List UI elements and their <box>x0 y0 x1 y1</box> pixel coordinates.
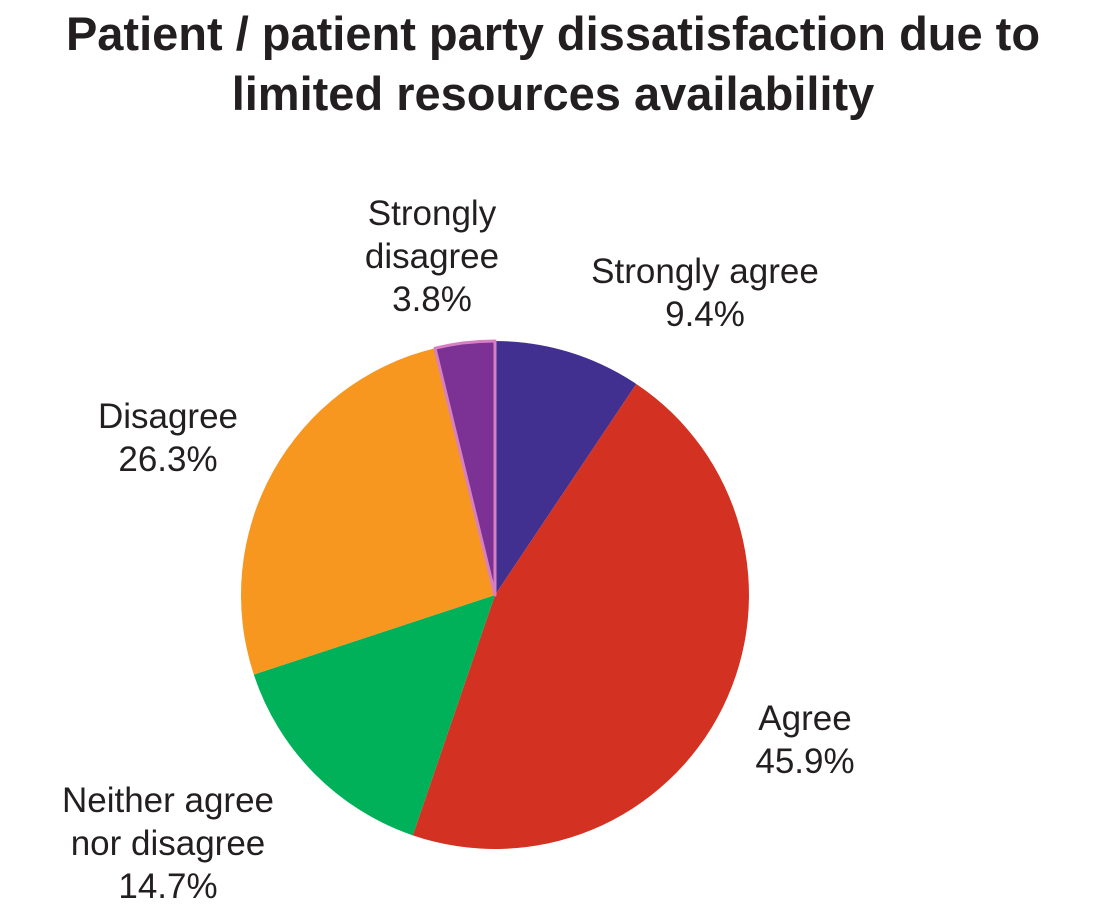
slice-label-neither-agree-nor-disagree: Neither agree nor disagree 14.7% <box>62 781 274 906</box>
slice-label-name: Agree <box>758 699 851 738</box>
slice-label-name: nor disagree <box>71 824 266 863</box>
slice-value-label: 3.8% <box>392 280 472 319</box>
chart-title-line-1: Patient / patient party dissatisfaction … <box>65 7 1041 60</box>
slice-value-label: 9.4% <box>665 295 745 334</box>
pie-slice-strongly-agree <box>495 341 637 595</box>
slice-label-strongly-agree: Strongly agree 9.4% <box>591 252 819 334</box>
slice-label-disagree: Disagree 26.3% <box>98 397 238 479</box>
slice-label-name: disagree <box>365 237 499 276</box>
slice-value-label: 26.3% <box>118 440 217 479</box>
slice-label-name: Neither agree <box>62 781 274 820</box>
pie-slice-strongly-disagree <box>433 339 497 597</box>
slice-value-label: 45.9% <box>755 742 854 781</box>
pie-labels: Strongly agree 9.4% Agree 45.9% Neither agre… <box>62 194 855 906</box>
slice-value-label: 14.7% <box>118 867 217 906</box>
pie-slices <box>241 339 749 849</box>
slice-label-name: Strongly <box>368 194 497 233</box>
pie-slice-agree <box>412 383 749 849</box>
chart-title-line-2: limited resources availability <box>231 67 875 120</box>
chart-title: Patient / patient party dissatisfaction … <box>0 4 1106 124</box>
pie-slice-neither-agree-nor-disagree <box>253 595 495 836</box>
slice-label-agree: Agree 45.9% <box>755 699 854 781</box>
pie-slice-disagree <box>241 348 495 675</box>
slice-label-strongly-disagree: Strongly disagree 3.8% <box>365 194 499 319</box>
slice-label-name: Disagree <box>98 397 238 436</box>
slice-label-name: Strongly agree <box>591 252 819 291</box>
